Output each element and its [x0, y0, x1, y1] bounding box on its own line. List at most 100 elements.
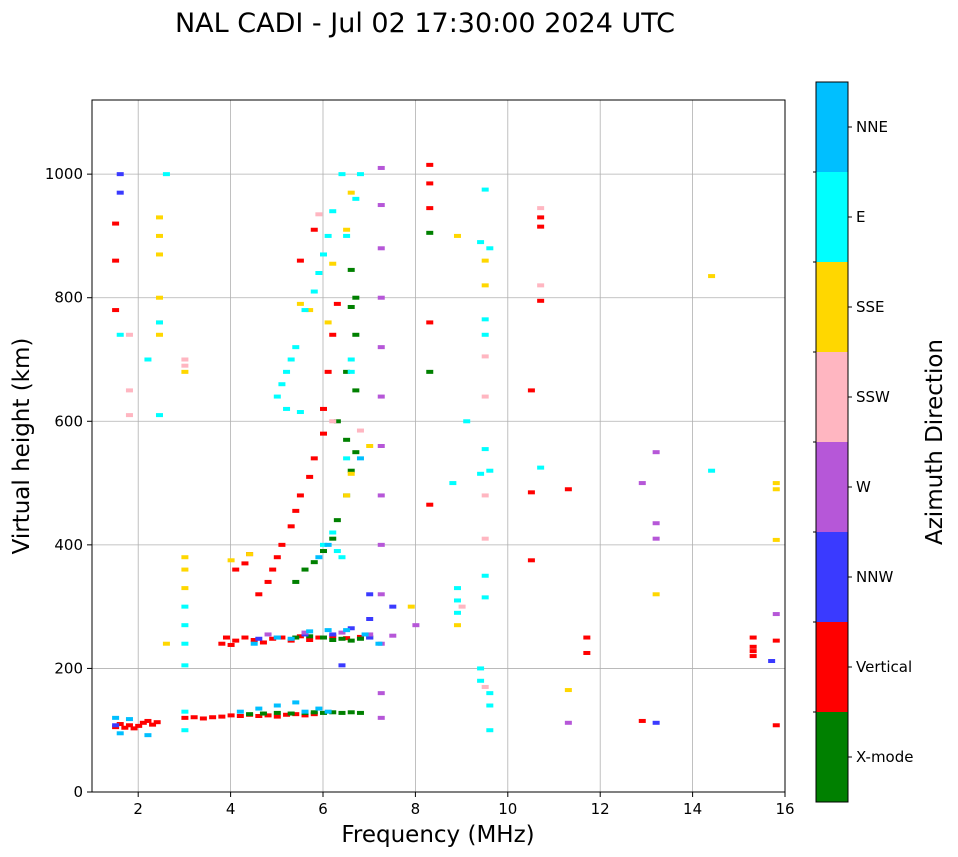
data-point — [537, 283, 544, 287]
data-point — [348, 191, 355, 195]
data-point — [260, 640, 267, 644]
colorbar-segment — [816, 622, 848, 712]
data-point — [325, 320, 332, 324]
data-point — [315, 707, 322, 711]
data-point — [773, 723, 780, 727]
data-point — [292, 700, 299, 704]
data-point — [477, 666, 484, 670]
y-tick-label: 0 — [73, 783, 83, 801]
x-tick-label: 16 — [775, 800, 794, 818]
data-point — [378, 345, 385, 349]
y-tick-label: 400 — [54, 536, 83, 554]
grid — [92, 100, 785, 792]
series-ssw — [126, 206, 544, 689]
data-point — [348, 639, 355, 643]
data-point — [454, 598, 461, 602]
data-point — [750, 636, 757, 640]
data-point — [117, 333, 124, 337]
x-tick-label: 10 — [498, 800, 517, 818]
data-point — [144, 733, 151, 737]
data-point — [237, 710, 244, 714]
data-point — [241, 636, 248, 640]
data-point — [156, 413, 163, 417]
data-point — [482, 537, 489, 541]
data-point — [311, 456, 318, 460]
data-point — [126, 388, 133, 392]
data-point — [302, 308, 309, 312]
data-point — [288, 712, 295, 716]
data-point — [482, 333, 489, 337]
data-point — [315, 555, 322, 559]
data-point — [228, 713, 235, 717]
data-point — [486, 704, 493, 708]
colorbar-segment — [816, 532, 848, 622]
data-point — [338, 711, 345, 715]
data-point — [288, 524, 295, 528]
data-point — [223, 636, 230, 640]
data-point — [246, 712, 253, 716]
data-point — [126, 413, 133, 417]
data-point — [352, 197, 359, 201]
data-point — [334, 302, 341, 306]
data-point — [329, 209, 336, 213]
data-point — [426, 163, 433, 167]
data-point — [357, 637, 364, 641]
data-point — [156, 320, 163, 324]
y-tick-label: 200 — [54, 659, 83, 677]
data-point — [426, 320, 433, 324]
data-point — [352, 333, 359, 337]
data-point — [357, 429, 364, 433]
data-point — [274, 555, 281, 559]
data-point — [537, 215, 544, 219]
data-point — [292, 345, 299, 349]
data-point — [565, 721, 572, 725]
data-point — [343, 628, 350, 632]
data-point — [348, 305, 355, 309]
data-point — [426, 370, 433, 374]
data-point — [334, 518, 341, 522]
data-point — [181, 568, 188, 572]
data-point — [482, 685, 489, 689]
data-point — [329, 638, 336, 642]
data-point — [412, 623, 419, 627]
data-point — [708, 469, 715, 473]
data-point — [366, 592, 373, 596]
data-point — [329, 419, 336, 423]
data-point — [311, 710, 318, 714]
data-point — [311, 560, 318, 564]
series-sse — [156, 191, 780, 692]
data-point — [325, 710, 332, 714]
data-point — [274, 711, 281, 715]
data-point — [482, 493, 489, 497]
data-point — [156, 215, 163, 219]
data-point — [232, 568, 239, 572]
data-point — [773, 487, 780, 491]
data-point — [246, 552, 253, 556]
x-tick-label: 2 — [133, 800, 143, 818]
data-point — [482, 317, 489, 321]
data-point — [477, 472, 484, 476]
data-point — [325, 543, 332, 547]
x-axis-ticks: 2 4 6 8 10 12 14 16 — [133, 792, 794, 818]
data-point — [426, 181, 433, 185]
data-point — [408, 605, 415, 609]
data-point — [302, 710, 309, 714]
data-point — [156, 252, 163, 256]
data-point — [297, 493, 304, 497]
data-point — [378, 444, 385, 448]
x-tick-label: 8 — [411, 800, 421, 818]
x-tick-label: 12 — [591, 800, 610, 818]
data-point — [112, 308, 119, 312]
data-point — [265, 632, 272, 636]
data-point — [352, 388, 359, 392]
data-point — [482, 259, 489, 263]
data-point — [241, 561, 248, 565]
y-tick-label: 1000 — [45, 165, 83, 183]
data-point — [378, 296, 385, 300]
data-point — [292, 509, 299, 513]
ionogram-chart: NAL CADI - Jul 02 17:30:00 2024 UTC 2468… — [0, 0, 958, 857]
data-point — [750, 645, 757, 649]
colorbar-segment — [816, 172, 848, 262]
data-point — [320, 636, 327, 640]
data-point — [144, 719, 151, 723]
